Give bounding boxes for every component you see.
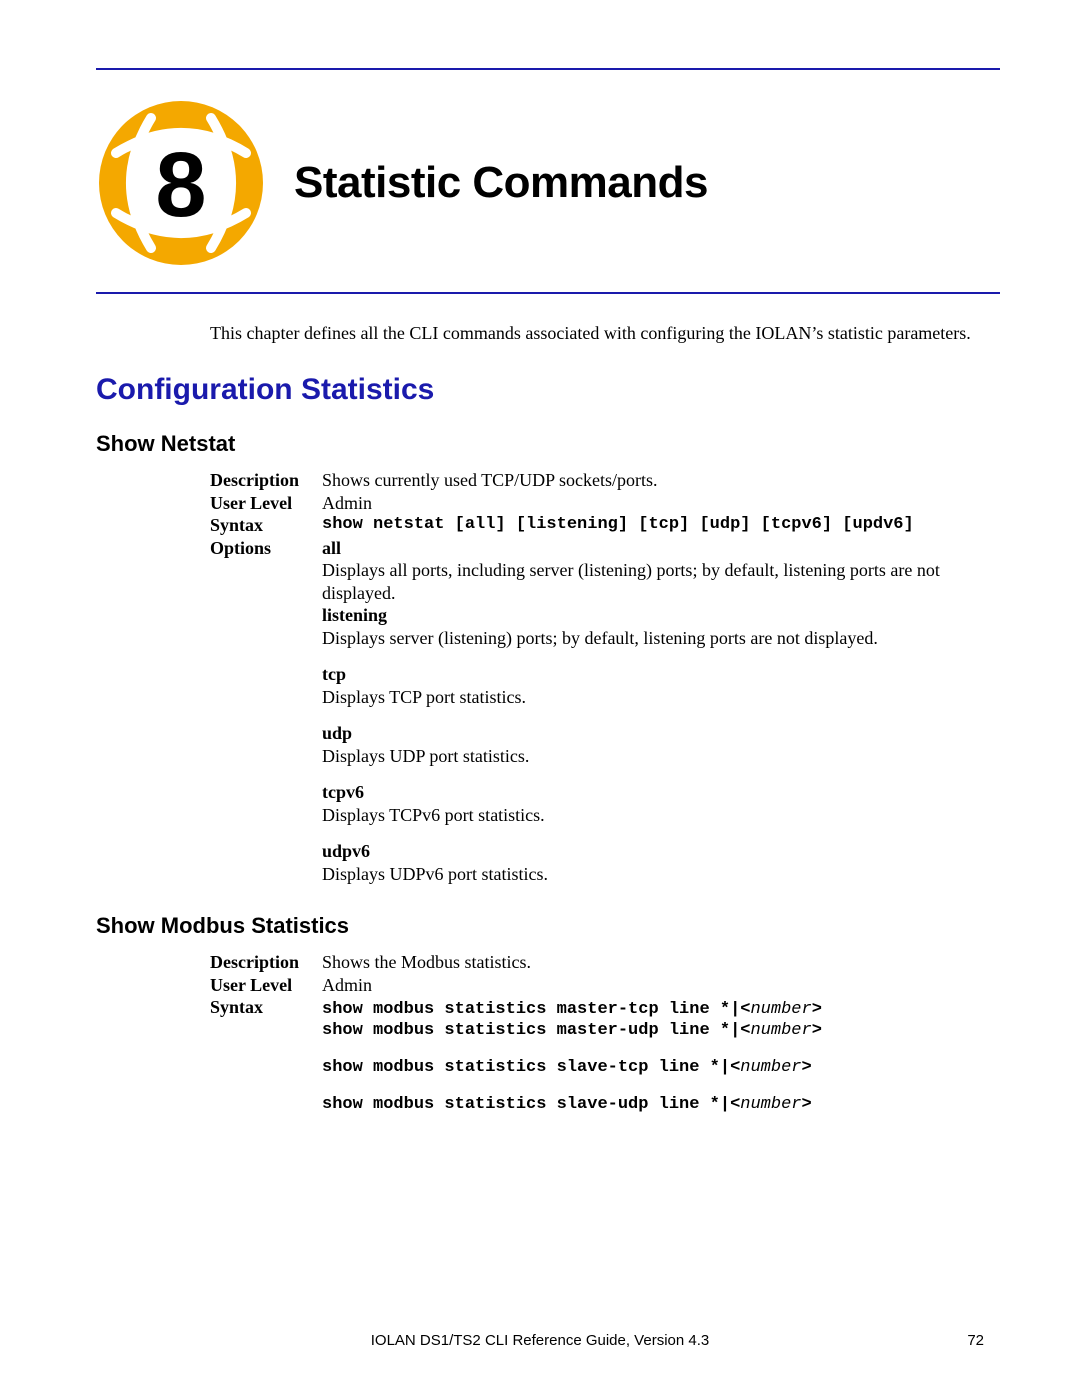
option-name: listening bbox=[322, 604, 1000, 627]
syntax-tail: > bbox=[802, 1058, 812, 1077]
row-options: Options all Displays all ports, includin… bbox=[210, 537, 1000, 605]
chapter-header: 8 Statistic Commands bbox=[96, 98, 1000, 268]
label-user-level: User Level bbox=[210, 492, 322, 515]
syntax-line: show modbus statistics slave-udp line *|… bbox=[322, 1095, 1000, 1114]
chapter-title: Statistic Commands bbox=[294, 158, 708, 208]
syntax-line: show modbus statistics slave-tcp line *|… bbox=[322, 1058, 1000, 1077]
value-syntax-0: show modbus statistics master-tcp line *… bbox=[322, 996, 1000, 1020]
option-desc: Displays all ports, including server (li… bbox=[322, 559, 1000, 604]
option-name: tcp bbox=[322, 663, 1000, 686]
option-block: tcpv6 Displays TCPv6 port statistics. bbox=[322, 781, 1000, 826]
syntax-cmd: show modbus statistics master-udp line *… bbox=[322, 1021, 750, 1040]
label-user-level: User Level bbox=[210, 974, 322, 997]
value-syntax: show netstat [all] [listening] [tcp] [ud… bbox=[322, 514, 1000, 535]
row-syntax: Syntax show modbus statistics master-tcp… bbox=[210, 996, 1000, 1020]
value-user-level: Admin bbox=[322, 492, 1000, 515]
row-user-level: User Level Admin bbox=[210, 492, 1000, 515]
option-block: udp Displays UDP port statistics. bbox=[322, 722, 1000, 767]
option-block: tcp Displays TCP port statistics. bbox=[322, 663, 1000, 708]
row-syntax: Syntax show netstat [all] [listening] [t… bbox=[210, 514, 1000, 537]
option-desc: Displays TCP port statistics. bbox=[322, 686, 1000, 709]
chapter-number: 8 bbox=[155, 134, 206, 236]
modbus-def-table: Description Shows the Modbus statistics.… bbox=[210, 951, 1000, 1020]
mid-rule bbox=[96, 292, 1000, 294]
row-user-level: User Level Admin bbox=[210, 974, 1000, 997]
footer-text: IOLAN DS1/TS2 CLI Reference Guide, Versi… bbox=[0, 1332, 1080, 1349]
syntax-param: number bbox=[750, 1021, 811, 1040]
option-desc: Displays server (listening) ports; by de… bbox=[322, 627, 1000, 650]
option-name: udpv6 bbox=[322, 840, 1000, 863]
row-description: Description Shows currently used TCP/UDP… bbox=[210, 469, 1000, 492]
label-description: Description bbox=[210, 469, 322, 492]
label-syntax: Syntax bbox=[210, 514, 322, 537]
label-description: Description bbox=[210, 951, 322, 974]
page: 8 Statistic Commands This chapter define… bbox=[0, 0, 1080, 1114]
syntax-cmd: show modbus statistics slave-tcp line *|… bbox=[322, 1058, 740, 1077]
option-desc: Displays UDP port statistics. bbox=[322, 745, 1000, 768]
syntax-tail: > bbox=[802, 1095, 812, 1114]
page-number: 72 bbox=[967, 1332, 984, 1349]
netstat-def-table: Description Shows currently used TCP/UDP… bbox=[210, 469, 1000, 604]
option-name: all bbox=[322, 537, 1000, 560]
syntax-cmd: show modbus statistics slave-udp line *|… bbox=[322, 1095, 740, 1114]
section-heading: Configuration Statistics bbox=[96, 373, 1000, 407]
option-block: listening Displays server (listening) po… bbox=[322, 604, 1000, 649]
option-block: udpv6 Displays UDPv6 port statistics. bbox=[322, 840, 1000, 885]
value-option-0: all Displays all ports, including server… bbox=[322, 537, 1000, 605]
value-user-level: Admin bbox=[322, 974, 1000, 997]
top-rule bbox=[96, 68, 1000, 70]
syntax-line: show modbus statistics master-udp line *… bbox=[322, 1021, 1000, 1040]
show-netstat-section: Show Netstat Description Shows currently… bbox=[96, 431, 1000, 885]
syntax-tail: > bbox=[812, 1000, 822, 1019]
chapter-badge-icon: 8 bbox=[96, 98, 266, 268]
syntax-param: number bbox=[740, 1058, 801, 1077]
show-modbus-heading: Show Modbus Statistics bbox=[96, 913, 1000, 939]
syntax-tail: > bbox=[812, 1021, 822, 1040]
option-desc: Displays TCPv6 port statistics. bbox=[322, 804, 1000, 827]
option-name: udp bbox=[322, 722, 1000, 745]
show-modbus-section: Show Modbus Statistics Description Shows… bbox=[96, 913, 1000, 1113]
show-netstat-heading: Show Netstat bbox=[96, 431, 1000, 457]
syntax-param: number bbox=[750, 1000, 811, 1019]
option-name: tcpv6 bbox=[322, 781, 1000, 804]
label-options: Options bbox=[210, 537, 322, 560]
intro-text: This chapter defines all the CLI command… bbox=[210, 322, 1000, 345]
row-description: Description Shows the Modbus statistics. bbox=[210, 951, 1000, 974]
syntax-cmd: show modbus statistics master-tcp line *… bbox=[322, 1000, 750, 1019]
value-description: Shows the Modbus statistics. bbox=[322, 951, 1000, 974]
syntax-param: number bbox=[740, 1095, 801, 1114]
label-syntax: Syntax bbox=[210, 996, 322, 1019]
value-description: Shows currently used TCP/UDP sockets/por… bbox=[322, 469, 1000, 492]
option-desc: Displays UDPv6 port statistics. bbox=[322, 863, 1000, 886]
